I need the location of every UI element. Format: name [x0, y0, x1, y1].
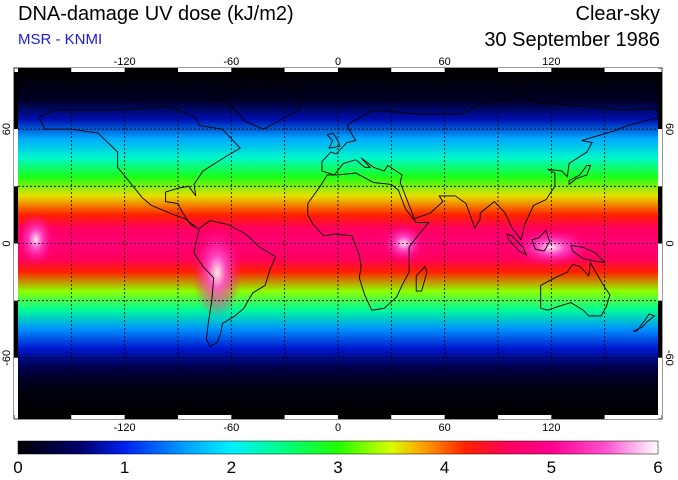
frame-block-bottom	[284, 415, 338, 419]
lon-tick-label-top: 120	[542, 56, 560, 68]
lon-tick-label-top: -120	[114, 56, 136, 68]
madagascar-outline	[415, 265, 428, 292]
frame-block-left	[14, 129, 18, 187]
lon-tick-label-top: -60	[223, 56, 239, 68]
africa-outline	[307, 172, 430, 311]
frame-block-bottom	[124, 415, 178, 419]
lon-tick-label-bottom: 120	[542, 422, 560, 434]
colorbar-label: 2	[226, 458, 237, 477]
new-guinea-outline	[570, 244, 606, 264]
sky-condition-label: Clear-sky	[575, 3, 660, 25]
map-title: DNA-damage UV dose (kJ/m2)	[18, 3, 294, 25]
colorbar-label: 4	[439, 458, 450, 477]
colorbar-label: 6	[653, 458, 663, 477]
colorbar-label: 3	[333, 458, 343, 477]
frame-block-left	[14, 357, 18, 415]
frame-block-top	[498, 68, 552, 72]
frame-block-right	[658, 129, 662, 187]
lon-tick-label-bottom: -60	[223, 422, 239, 434]
lat-tick-label-right: 0	[663, 240, 675, 246]
lat-tick-label-left: -60	[1, 350, 13, 366]
lat-tick-label-left: 0	[1, 240, 13, 246]
date-label: 30 September 1986	[484, 29, 660, 51]
frame-block-bottom	[498, 415, 552, 419]
frame-block-top	[71, 68, 125, 72]
colorbar	[17, 440, 659, 455]
borneo-outline	[531, 229, 551, 252]
frame-block-right	[658, 300, 662, 358]
coastlines	[38, 84, 658, 348]
frame-block-right	[658, 243, 662, 301]
colorbar-label: 1	[119, 458, 130, 477]
lon-tick-label-top: 60	[439, 56, 451, 68]
map-field	[18, 72, 658, 415]
frame-block-top	[124, 68, 178, 72]
uk-outline	[326, 132, 341, 149]
frame-block-top	[338, 68, 392, 72]
frame-block-left	[14, 300, 18, 358]
north-america-outline	[38, 105, 241, 229]
frame-block-bottom	[391, 415, 445, 419]
frame-block-right	[658, 357, 662, 415]
lat-tick-label-left: 60	[1, 123, 13, 135]
lat-tick-label-right: 60	[663, 123, 675, 135]
map-frame	[13, 67, 663, 420]
australia-outline	[540, 261, 611, 317]
frame-block-right	[658, 72, 662, 130]
frame-block-bottom	[551, 415, 605, 419]
tick-labels: -120 -120 -60 -60 0 0 60 60 120 120 60 60 0 0 -60 -60	[1, 56, 675, 434]
japan-outline	[568, 164, 592, 186]
lat-tick-label-right: -60	[663, 350, 675, 366]
frame-block-bottom	[18, 415, 72, 419]
lon-tick-label-bottom: -120	[114, 422, 136, 434]
greenland-outline	[208, 84, 303, 130]
sumatra-outline	[506, 233, 528, 256]
new-zealand-outline	[632, 313, 656, 332]
frame-block-top	[284, 68, 338, 72]
frame-block-top	[18, 68, 72, 72]
frame-block-top	[444, 68, 498, 72]
hotspots	[18, 213, 591, 318]
colorbar-label: 5	[546, 458, 557, 477]
frame-block-top	[231, 68, 285, 72]
frame-block-left	[14, 72, 18, 130]
hotspot	[18, 213, 54, 267]
frame-block-top	[178, 68, 232, 72]
frame-block-bottom	[444, 415, 498, 419]
south-america-outline	[193, 220, 277, 348]
frame-block-left	[14, 243, 18, 301]
frame-block-top	[391, 68, 445, 72]
frame-block-bottom	[231, 415, 285, 419]
frame-block-bottom	[178, 415, 232, 419]
hotspot	[512, 228, 591, 267]
frame-block-bottom	[338, 415, 392, 419]
frame-block-bottom	[604, 415, 658, 419]
lon-tick-label-bottom: 60	[439, 422, 451, 434]
frame-block-top	[604, 68, 658, 72]
frame-block-top	[551, 68, 605, 72]
lon-tick-label-bottom: 0	[335, 422, 341, 434]
frame-block-right	[658, 186, 662, 244]
colorbar-label: 0	[13, 458, 23, 477]
frame-block-bottom	[71, 415, 125, 419]
frame-block-left	[14, 186, 18, 244]
lon-tick-label-top: 0	[335, 56, 341, 68]
hotspot	[192, 226, 242, 318]
source-label: MSR - KNMI	[18, 31, 103, 48]
graticule	[18, 72, 658, 415]
